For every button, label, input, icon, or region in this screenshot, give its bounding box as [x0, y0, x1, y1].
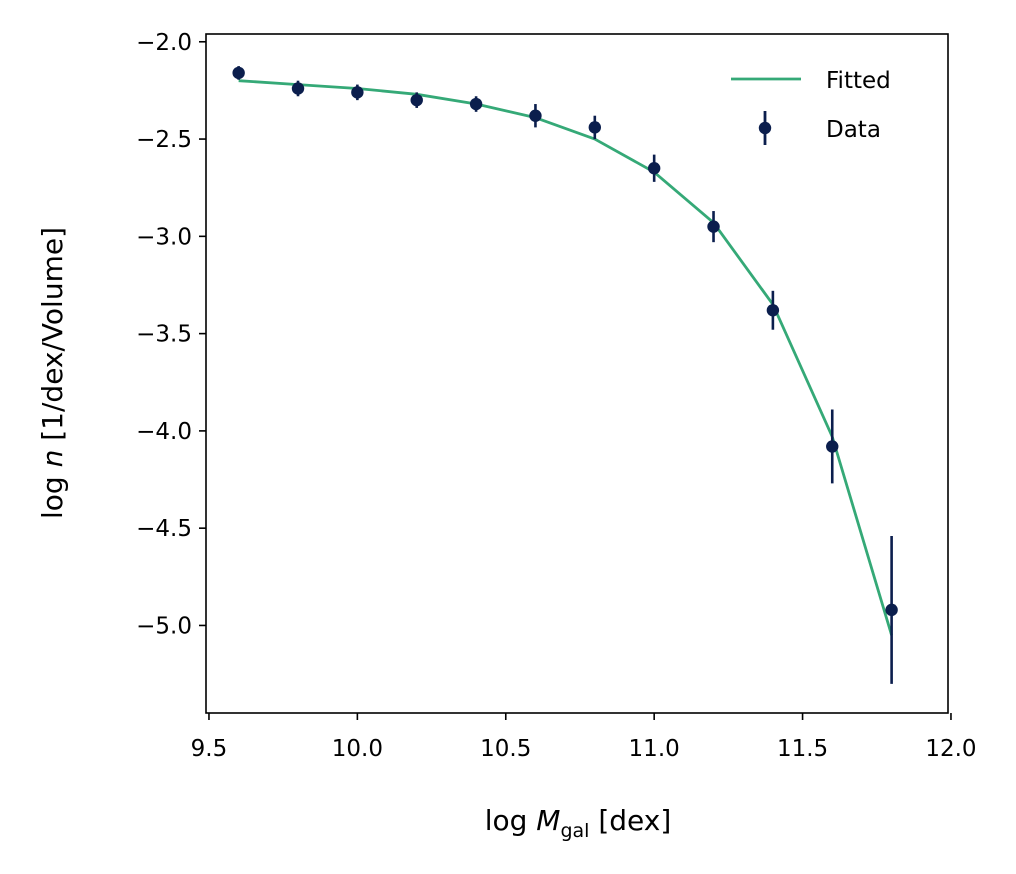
data-point	[291, 82, 305, 95]
x-ticks: 9.5 10.0 10.5 11.0 11.5 12.0	[191, 713, 977, 762]
data-point	[232, 66, 245, 80]
y-axis-label-prefix: log	[36, 467, 69, 519]
legend: Fitted Data	[731, 68, 891, 145]
data-point	[707, 220, 720, 233]
y-tick-label: −5.0	[136, 613, 192, 639]
x-axis-label-var: M	[536, 804, 560, 837]
y-tick-label: −2.5	[136, 127, 192, 153]
x-axis-label-sub: gal	[560, 820, 589, 842]
data-points-layer	[232, 66, 898, 684]
y-tick-label: −2.0	[136, 30, 192, 56]
legend-data-label: Data	[826, 117, 881, 143]
y-axis-label-suffix: [1/dex/Volume]	[36, 227, 69, 450]
y-tick-label: −4.5	[136, 516, 192, 542]
data-point	[588, 121, 602, 134]
plot-area	[205, 33, 949, 714]
data-point	[885, 603, 898, 617]
data-point	[351, 86, 364, 99]
data-point	[529, 109, 542, 122]
y-axis-label-var: n	[36, 450, 69, 468]
y-tick-label: −3.5	[136, 322, 192, 348]
x-tick-label: 10.0	[332, 736, 383, 762]
y-ticks: −2.0 −2.5 −3.0 −3.5 −4.0 −4.5 −5.0	[136, 30, 206, 639]
y-tick-label: −4.0	[136, 419, 192, 445]
x-tick-label: 12.0	[925, 736, 976, 762]
y-tick-label: −3.0	[136, 224, 192, 250]
legend-data-marker	[758, 121, 772, 135]
data-point	[647, 162, 661, 175]
x-axis-label: log Mgal [dex]	[485, 804, 672, 842]
legend-fitted-label: Fitted	[826, 68, 891, 94]
data-point	[826, 440, 839, 453]
x-tick-label: 11.0	[629, 736, 680, 762]
y-axis-label: log n [1/dex/Volume]	[36, 227, 69, 519]
fitted-line	[238, 79, 893, 636]
fitted-line-layer	[238, 79, 893, 636]
data-point	[766, 304, 780, 317]
x-tick-label: 10.5	[480, 736, 531, 762]
x-axis-label-suffix: [dex]	[589, 804, 671, 837]
axes-frame	[205, 33, 949, 714]
data-point	[410, 93, 423, 107]
x-axis-label-prefix: log	[485, 804, 537, 837]
data-point	[469, 97, 483, 111]
x-tick-label: 9.5	[191, 736, 228, 762]
x-tick-label: 11.5	[777, 736, 828, 762]
